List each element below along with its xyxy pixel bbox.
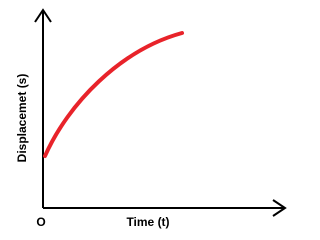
- origin-label: O: [36, 215, 45, 229]
- x-axis-arrow: [272, 199, 287, 217]
- y-axis-label: Displacemet (s): [15, 74, 29, 163]
- y-axis-arrow: [34, 8, 52, 23]
- diagram: O Time (t) Displacemet (s): [15, 8, 287, 229]
- x-axis-label: Time (t): [126, 215, 169, 229]
- curve: [43, 31, 184, 158]
